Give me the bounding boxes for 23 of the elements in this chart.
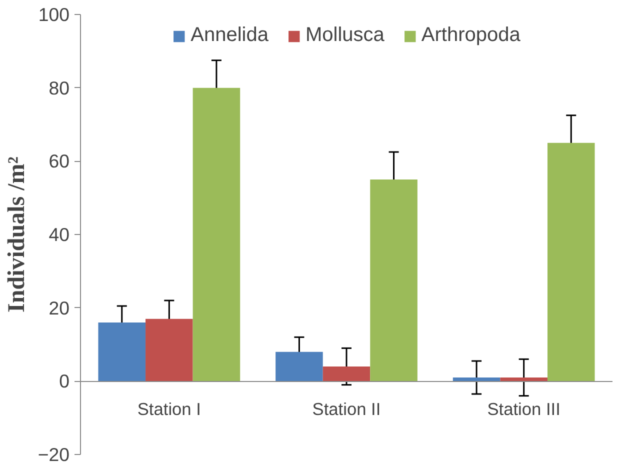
bar	[276, 352, 323, 382]
y-axis-title: Individuals /m²	[4, 156, 30, 312]
x-tick-label: Station III	[487, 399, 560, 420]
y-tick-label: −20	[38, 444, 70, 465]
bar	[500, 378, 548, 382]
y-tick-label: 60	[48, 150, 70, 172]
bar	[192, 88, 240, 382]
y-tick-label: 40	[48, 224, 70, 245]
bar	[322, 366, 370, 382]
bar	[146, 318, 193, 382]
x-tick-label: Station I	[137, 399, 201, 420]
bar	[547, 142, 595, 382]
bar	[370, 180, 418, 382]
bar	[98, 322, 146, 382]
y-tick-label: 80	[48, 77, 70, 98]
legend-label: Arthropoda	[421, 24, 520, 47]
y-tick-label: 0	[59, 370, 70, 392]
x-tick-label: Station II	[312, 399, 381, 420]
legend-label: Annelida	[190, 24, 268, 47]
y-tick-label: 20	[48, 297, 70, 318]
bar	[452, 378, 500, 382]
legend-label: Mollusca	[305, 24, 384, 47]
y-tick-label: 100	[38, 4, 70, 25]
